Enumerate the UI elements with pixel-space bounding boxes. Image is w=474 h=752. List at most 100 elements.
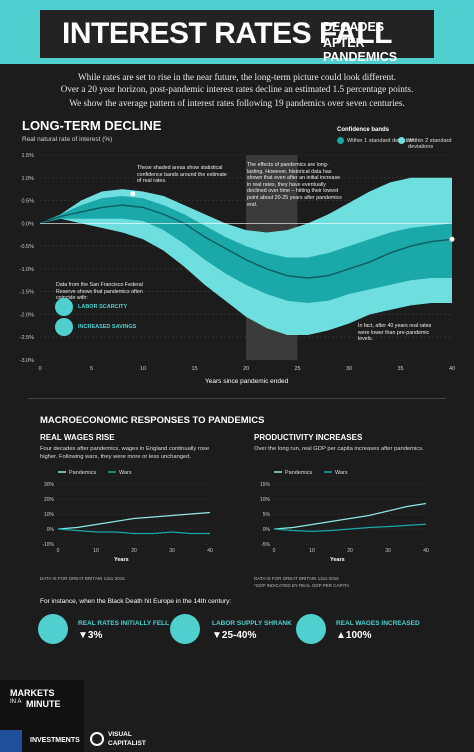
annotation-point [130,191,136,197]
productivity-source-2: *GDP INDICATED BY REAL GDP PER CAPITA [254,583,350,588]
x-tick-label: 10 [140,366,146,372]
y-tick-label: -10% [42,542,54,548]
x-tick-label: 30 [169,548,175,554]
x-axis-label: Years [330,557,345,563]
stat1-value: ▼3% [78,630,103,641]
x-tick-label: 20 [131,548,137,554]
coins-icon [38,614,68,644]
wages-chart: 30% 20% 10% 0% -10%0 10 20 30 40 Years Pandemics Wa… [42,470,213,563]
end-point [449,236,455,242]
legend-outer-swatch [398,137,405,144]
title-bar: INTEREST RATES FALL DECADES AFTER PANDEM… [40,10,434,64]
annotation-sf-fed: Data from the San Francisco Federal Rese… [56,282,143,302]
x-tick-label: 15 [191,366,197,372]
visual-label: VISUAL [108,731,132,738]
y-tick-label: 10% [44,512,55,518]
x-tick-label: 30 [385,548,391,554]
main-chart-ylabel: Real natural rate of interest (%) [22,136,113,143]
y-tick-label: 30% [44,482,55,488]
y-tick-label: 10% [260,497,271,503]
wages-title: REAL WAGES RISE [40,433,115,442]
band-1sd [40,196,452,304]
legend-inner-label: Within 1 standard deviation [347,138,415,144]
legend-label: Wars [335,470,348,476]
stat2-label: LABOR SUPPLY SHRANK [212,620,292,627]
stat1-label: REAL RATES INITIALLY FELL [78,620,170,627]
intro-line-3: We show the average pattern of interest … [69,98,405,108]
macro-section-title: MACROECONOMIC RESPONSES TO PANDEMICS [40,415,265,426]
tag-increased-savings: INCREASED SAVINGS [78,324,137,330]
series-line-pandemics [57,511,211,530]
y-tick-label: 0% [47,527,55,533]
x-tick-label: 35 [397,366,403,372]
page-title: INTEREST RATES FALL [62,17,392,50]
x-tick-label: 20 [243,366,249,372]
black-death-intro: For instance, when the Black Death hit E… [40,598,232,605]
wages-description: Four decades after pandemics, wages in E… [40,446,210,460]
x-tick-label: 5 [90,366,93,372]
brand-line3: MINUTE [26,699,61,709]
legend-inner-swatch [337,137,344,144]
x-tick-label: 0 [57,548,60,554]
stat3-label: REAL WAGES INCREASED [336,620,420,627]
series-line-wars [57,528,210,535]
y-tick-label: 0% [263,527,271,533]
capitalist-label: CAPITALIST [108,740,146,747]
legend-label: Wars [119,470,132,476]
legend-outer-label: Within 2 standard deviations [408,138,452,150]
y-tick-label: 0.0% [21,221,34,227]
productivity-source-1: DATA IS FOR GREAT BRITAIN 1311-2016 [254,576,339,581]
productivity-description: Over the long run, real GDP per capita i… [254,446,424,452]
series-line-pandemics [273,502,427,530]
legend-title: Confidence bands [337,127,390,133]
money-bag-icon [296,614,326,644]
x-axis-label: Years [114,557,129,563]
visual-capitalist-logo-icon [90,732,104,746]
productivity-title: PRODUCTIVITY INCREASES [254,433,363,442]
y-tick-label: -5% [261,542,270,548]
main-chart-xlabel: Years since pandemic ended [205,378,289,385]
increased-savings-icon [55,318,73,336]
brand-line2: IN A [10,699,22,705]
x-tick-label: 20 [347,548,353,554]
y-tick-label: 1.5% [21,153,34,159]
section-divider [28,398,446,399]
page-subtitle-line2: AFTER PANDEMICS [323,36,398,64]
x-tick-label: 40 [449,366,455,372]
x-tick-label: 25 [294,366,300,372]
series-line [39,204,453,279]
investments-label: INVESTMENTS [30,737,80,744]
y-tick-label: 15% [260,482,271,488]
y-tick-label: 5% [263,512,271,518]
stat3-value: ▲100% [336,630,372,641]
y-tick-label: -3.0% [20,358,34,364]
wages-source: DATA IS FOR GREAT BRITAIN 1311-2016 [40,576,125,581]
x-tick-label: 10 [93,548,99,554]
page-subtitle-line1: DECADES [323,20,385,34]
main-chart: 1.5% 1.0% 0.5% 0.0% -0.5% -1.0% -1.5% -2.0% -2.5… [20,153,455,372]
productivity-chart: 15% 10% 5% 0% -5%0 10 20 30 40 Years Pandemics Wars [260,470,429,563]
x-tick-label: 10 [309,548,315,554]
worker-icon [170,614,200,644]
nyl-logo [0,730,22,752]
stat2-value: ▼25-40% [212,630,257,641]
x-tick-label: 40 [207,548,213,554]
annotation-40-years: In fact, after 40 years real rates were … [358,323,432,343]
x-tick-label: 40 [423,548,429,554]
annotation-shaded: These shaded areas show statistical conf… [137,165,227,185]
tag-labor-scarcity: LABOR SCARCITY [78,304,128,310]
x-tick-label: 0 [38,366,41,372]
intro-line-1: While rates are set to rise in the near … [78,72,396,82]
brand-line1: MARKETS [10,688,55,698]
intro-line-2: Over a 20 year horizon, post-pandemic in… [60,84,414,94]
y-tick-label: -2.0% [20,312,34,318]
y-tick-label: -1.0% [20,267,34,273]
series-line-wars [273,523,427,533]
x-tick-label: 30 [346,366,352,372]
y-tick-label: 0.5% [21,199,34,205]
y-tick-label: -1.5% [20,290,34,296]
legend-label: Pandemics [69,470,96,476]
y-tick-label: 1.0% [21,176,34,182]
main-chart-title: LONG-TERM DECLINE [22,118,162,133]
y-tick-label: 20% [44,497,55,503]
